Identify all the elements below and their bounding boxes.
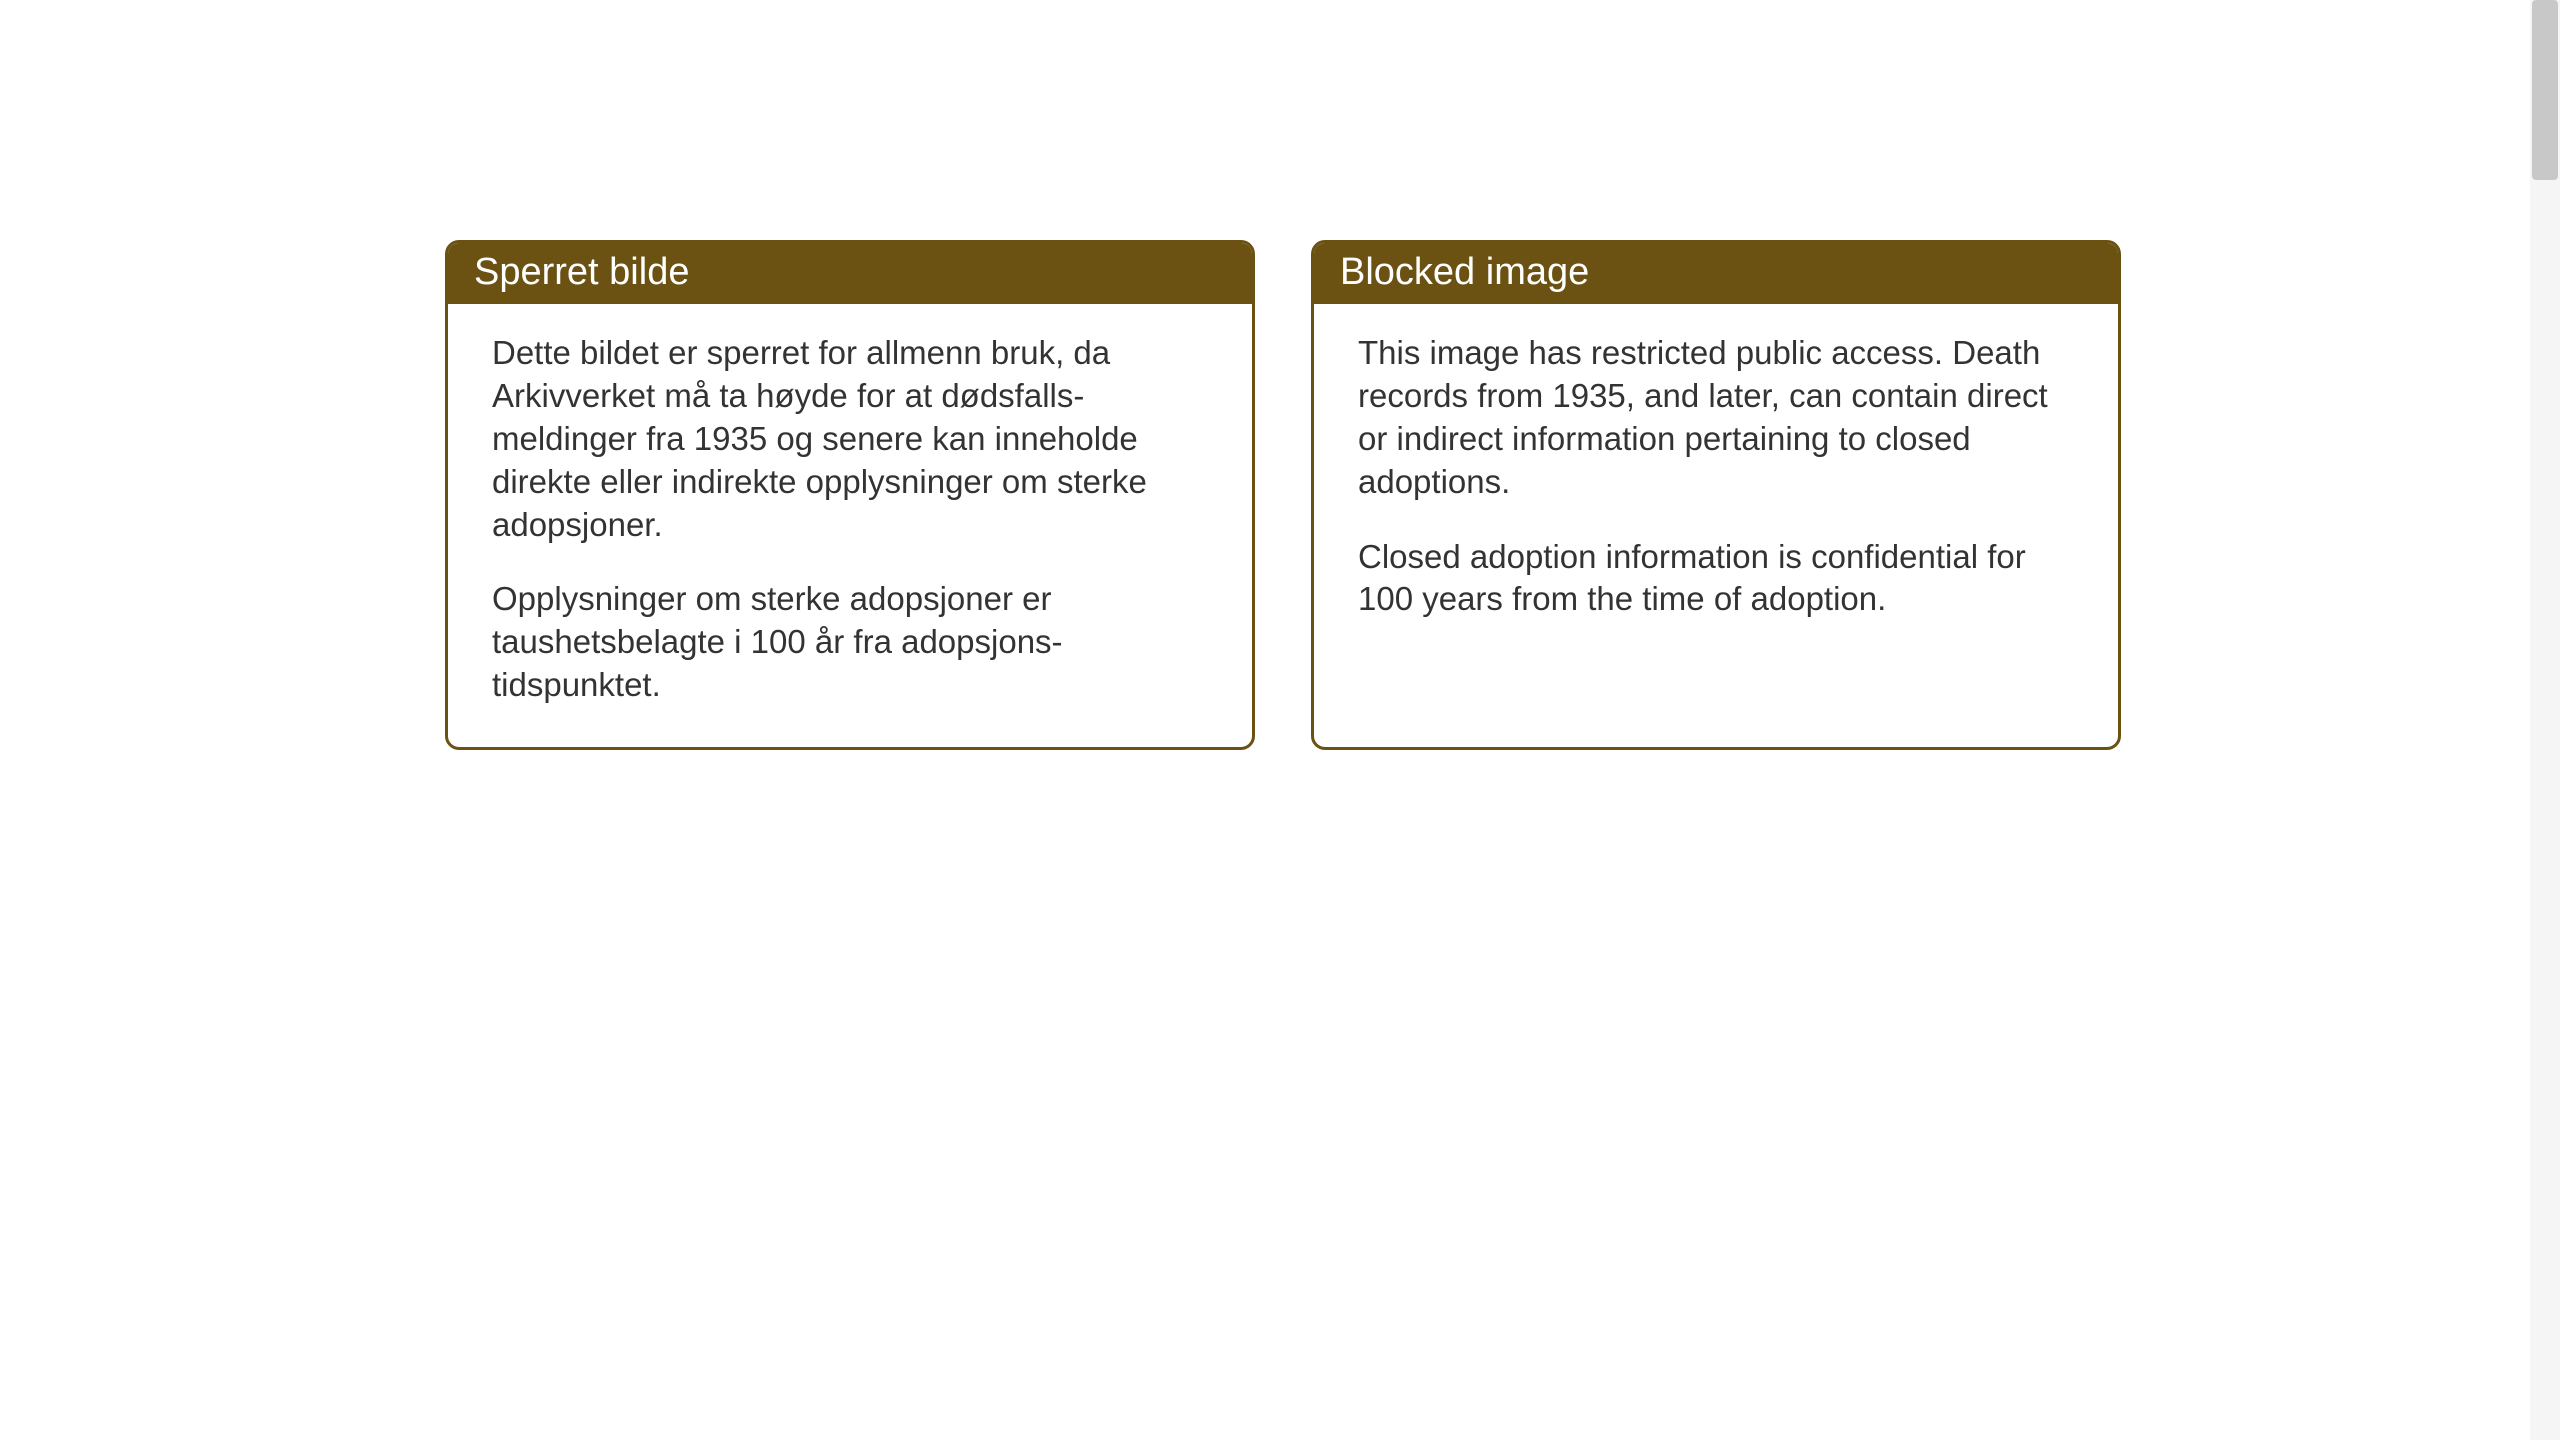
notice-paragraph-1-english: This image has restricted public access.… <box>1358 332 2074 504</box>
notice-body-english: This image has restricted public access.… <box>1314 304 2118 704</box>
notice-card-norwegian: Sperret bilde Dette bildet er sperret fo… <box>445 240 1255 750</box>
notice-body-norwegian: Dette bildet er sperret for allmenn bruk… <box>448 304 1252 747</box>
scrollbar-thumb[interactable] <box>2532 0 2558 180</box>
notice-header-norwegian: Sperret bilde <box>448 243 1252 304</box>
notice-paragraph-2-norwegian: Opplysninger om sterke adopsjoner er tau… <box>492 578 1208 707</box>
notice-header-english: Blocked image <box>1314 243 2118 304</box>
notice-paragraph-1-norwegian: Dette bildet er sperret for allmenn bruk… <box>492 332 1208 546</box>
scrollbar-track[interactable] <box>2530 0 2560 1440</box>
notice-card-english: Blocked image This image has restricted … <box>1311 240 2121 750</box>
notice-paragraph-2-english: Closed adoption information is confident… <box>1358 536 2074 622</box>
notice-cards-container: Sperret bilde Dette bildet er sperret fo… <box>445 240 2121 750</box>
